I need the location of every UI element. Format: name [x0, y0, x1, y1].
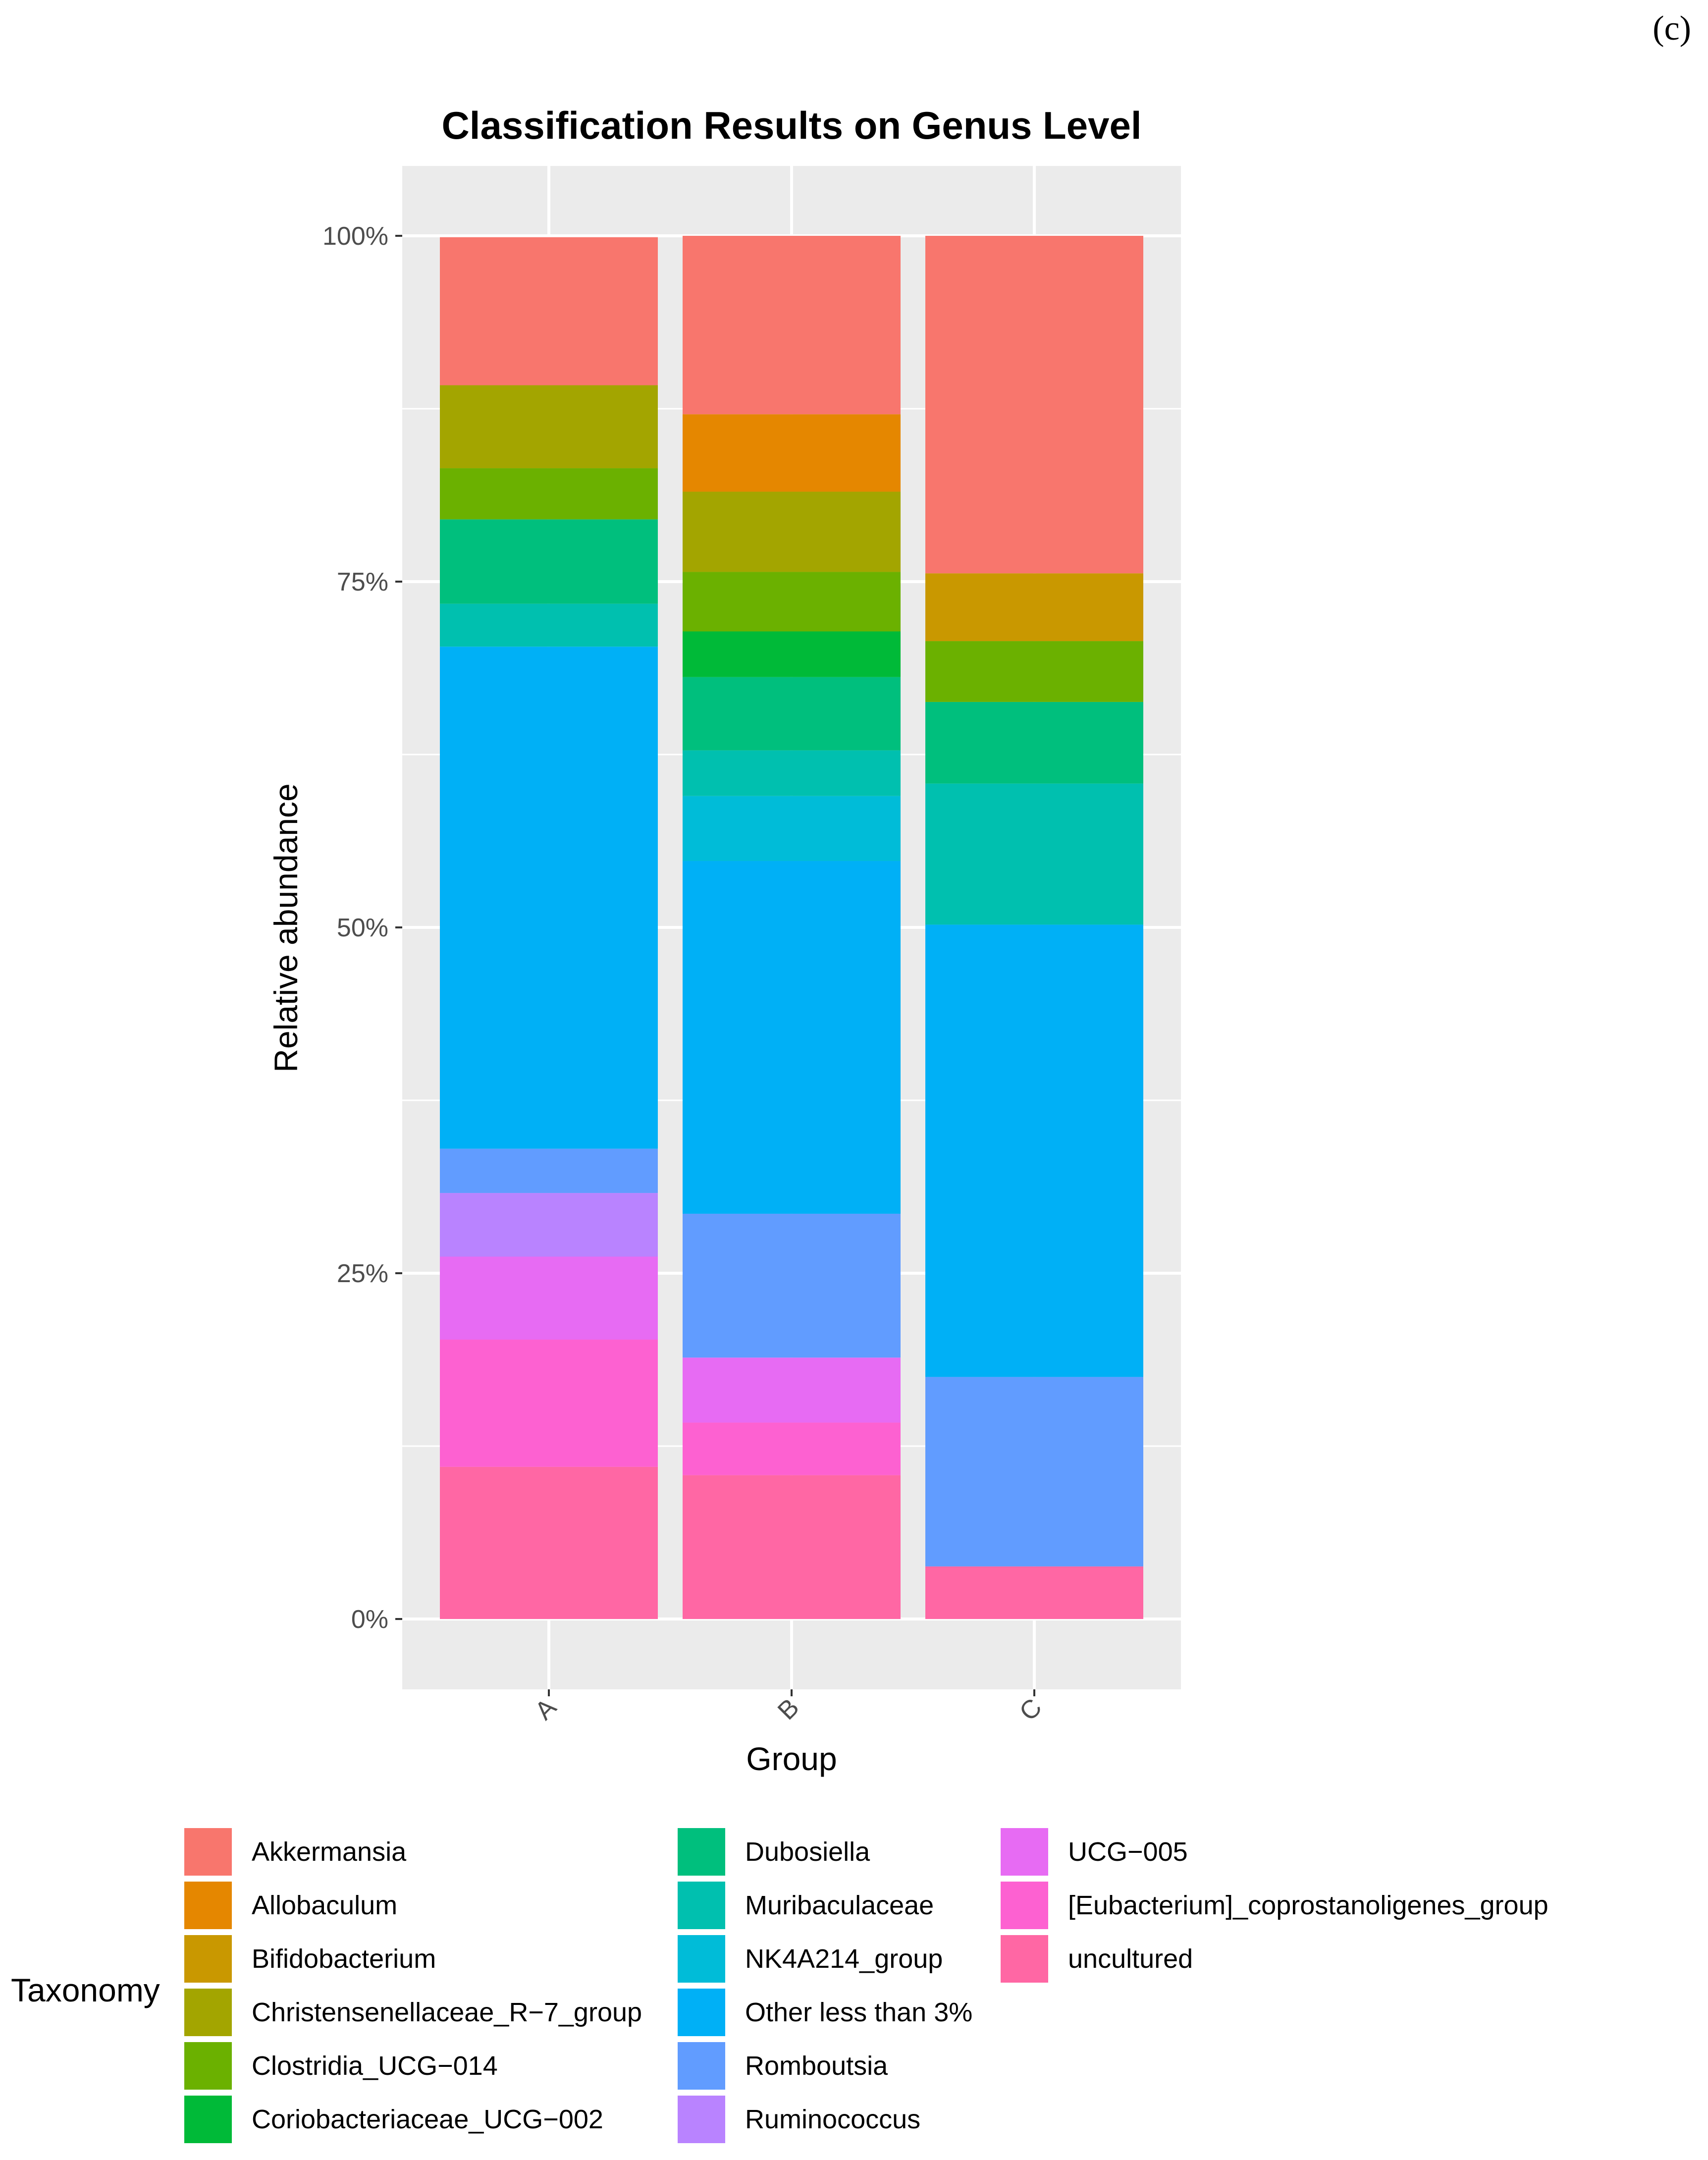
bar-segment-B-dubosiella — [683, 677, 901, 751]
y-tick-label: 75% — [337, 568, 388, 596]
bar-segment-A-christensenellaceae-r-7-group — [440, 385, 658, 469]
legend-swatch — [678, 2096, 725, 2143]
bar-segment-A-ucg-005 — [440, 1256, 658, 1340]
bar-segment-B--eubacterium-coprostanoligenes-group — [683, 1422, 901, 1475]
legend-label: Bifidobacterium — [252, 1944, 436, 1974]
legend-title: Taxonomy — [11, 1972, 160, 2008]
x-tick-label: B — [772, 1693, 805, 1726]
legend-label: [Eubacterium]_coprostanoligenes_group — [1068, 1890, 1548, 1920]
bar-segment-B-ucg-005 — [683, 1357, 901, 1423]
bar-segment-C-other-less-than-3- — [925, 924, 1143, 1377]
legend-label: UCG−005 — [1068, 1837, 1188, 1867]
legend-swatch — [678, 2042, 725, 2090]
legend-swatch — [1001, 1828, 1048, 1876]
legend: Akkermansia Allobaculum Bifidobacterium Chr… — [184, 1828, 1548, 2143]
bar-segment-B-nk4a214-group — [683, 796, 901, 861]
y-tick-label: 0% — [351, 1605, 388, 1634]
bar-segment-B-uncultured — [683, 1475, 901, 1619]
legend-label: uncultured — [1068, 1944, 1193, 1974]
legend-label: NK4A214_group — [745, 1944, 943, 1974]
x-tick-label: A — [530, 1693, 562, 1726]
bars-group — [440, 236, 1143, 1619]
legend-label: Clostridia_UCG−014 — [252, 2051, 498, 2081]
bar-segment-B-akkermansia — [683, 236, 901, 415]
legend-label: Ruminococcus — [745, 2105, 920, 2134]
legend-label: Dubosiella — [745, 1837, 870, 1867]
bar-segment-A-uncultured — [440, 1466, 658, 1619]
legend-swatch — [184, 1828, 232, 1876]
panel-label: (c) — [1653, 9, 1691, 48]
legend-swatch — [678, 1828, 725, 1876]
bar-segment-C-uncultured — [925, 1566, 1143, 1619]
legend-label: Akkermansia — [252, 1837, 407, 1867]
x-tick-label: C — [1014, 1693, 1048, 1727]
y-tick-label: 25% — [337, 1259, 388, 1288]
bar-segment-C-akkermansia — [925, 236, 1143, 574]
bar-segment-A--eubacterium-coprostanoligenes-group — [440, 1340, 658, 1467]
legend-label: Muribaculaceae — [745, 1890, 934, 1920]
legend-label: Romboutsia — [745, 2051, 888, 2081]
y-axis: 0% 25% 50% 75% 100% — [322, 222, 402, 1634]
legend-swatch — [184, 1989, 232, 2036]
bar-segment-B-christensenellaceae-r-7-group — [683, 491, 901, 572]
bar-segment-B-muribaculaceae — [683, 750, 901, 796]
legend-swatch — [184, 1935, 232, 1983]
bar-segment-C-dubosiella — [925, 702, 1143, 784]
bar-segment-B-allobaculum — [683, 414, 901, 492]
bar-segment-A-romboutsia — [440, 1148, 658, 1193]
legend-swatch — [184, 2042, 232, 2090]
x-axis-title: Group — [746, 1740, 837, 1777]
legend-label: Allobaculum — [252, 1890, 397, 1920]
bar-segment-A-dubosiella — [440, 519, 658, 604]
bar-segment-B-clostridia-ucg-014 — [683, 572, 901, 632]
bar-segment-A-ruminococcus — [440, 1193, 658, 1257]
bar-segment-B-coriobacteriaceae-ucg-002 — [683, 631, 901, 677]
legend-label: Coriobacteriaceae_UCG−002 — [252, 2105, 603, 2134]
bar-segment-A-other-less-than-3- — [440, 647, 658, 1149]
bar-segment-C-romboutsia — [925, 1377, 1143, 1566]
legend-label: Christensenellaceae_R−7_group — [252, 1998, 642, 2027]
bar-segment-A-akkermansia — [440, 237, 658, 385]
chart-title: Classification Results on Genus Level — [441, 104, 1141, 147]
bar-segment-B-romboutsia — [683, 1213, 901, 1358]
y-axis-title: Relative abundance — [267, 783, 304, 1072]
bar-segment-A-clostridia-ucg-014 — [440, 468, 658, 520]
y-tick-label: 50% — [337, 914, 388, 942]
bar-segment-C-muribaculaceae — [925, 783, 1143, 925]
legend-swatch — [1001, 1935, 1048, 1983]
x-axis: A B C — [530, 1689, 1048, 1727]
bar-segment-C-clostridia-ucg-014 — [925, 641, 1143, 702]
legend-swatch — [678, 1989, 725, 2036]
bar-segment-B-other-less-than-3- — [683, 861, 901, 1214]
y-tick-label: 100% — [322, 222, 388, 251]
bar-segment-C-bifidobacterium — [925, 573, 1143, 642]
legend-swatch — [184, 2096, 232, 2143]
bar-segment-A-muribaculaceae — [440, 603, 658, 647]
legend-swatch — [184, 1882, 232, 1929]
legend-swatch — [1001, 1882, 1048, 1929]
legend-label: Other less than 3% — [745, 1998, 972, 2027]
legend-swatch — [678, 1882, 725, 1929]
legend-swatch — [678, 1935, 725, 1983]
